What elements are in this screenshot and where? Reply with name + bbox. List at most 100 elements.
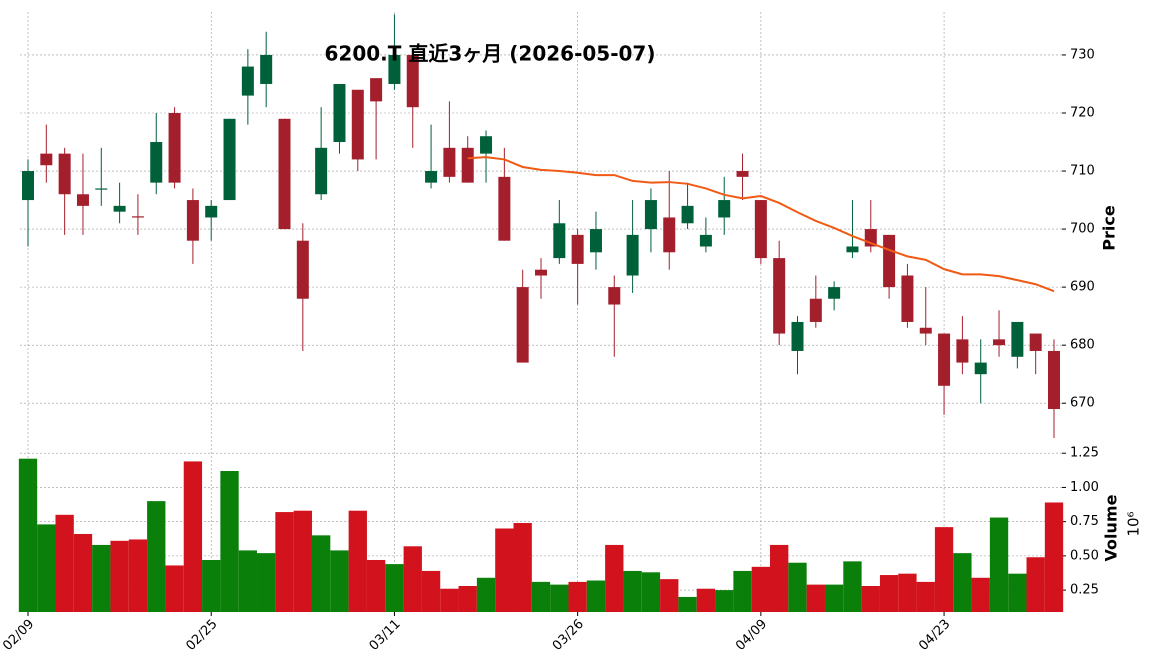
candle-body — [131, 216, 144, 218]
volume-bar — [55, 514, 74, 612]
candle-body — [993, 339, 1006, 346]
y-tick-label: 680 — [1070, 338, 1095, 353]
volume-bar — [73, 533, 93, 612]
candle-body — [1011, 321, 1024, 357]
candle-body — [351, 89, 364, 160]
volume-bar — [311, 535, 331, 612]
volume-bar — [440, 588, 459, 612]
volume-bar — [458, 585, 477, 612]
volume-axis-label: Volume — [1102, 494, 1121, 561]
candle-body — [406, 54, 419, 108]
volume-bar — [37, 524, 56, 612]
candle-body — [205, 205, 218, 218]
volume-y-tick-label: 0.25 — [1070, 583, 1099, 598]
volume-bar — [1044, 502, 1064, 612]
candle-body — [956, 339, 969, 363]
candle-body — [40, 153, 53, 166]
candle-body — [736, 171, 749, 177]
volume-bar — [220, 471, 239, 612]
volume-bar — [531, 581, 551, 612]
candle-body — [846, 246, 859, 253]
y-tick-label: 710 — [1070, 164, 1095, 179]
volume-bar — [605, 544, 624, 612]
candle-body — [608, 287, 621, 305]
moving-average-line — [467, 156, 1055, 293]
volume-bar — [183, 461, 203, 612]
volume-bar — [92, 544, 111, 612]
volume-bar — [513, 523, 532, 612]
candle-body — [938, 333, 951, 386]
candle-body — [168, 112, 181, 183]
candle-body — [919, 327, 932, 334]
candle-body — [150, 142, 163, 183]
x-tick-label: 02/09 — [0, 617, 37, 654]
volume-bar — [403, 546, 422, 612]
volume-bar — [715, 590, 734, 612]
volume-bar — [861, 585, 880, 612]
volume-bar — [916, 581, 935, 612]
candle-body — [480, 136, 493, 154]
volume-bar — [275, 512, 294, 612]
volume-bar — [953, 553, 972, 612]
candle-body — [974, 362, 987, 375]
candle-body — [333, 83, 346, 143]
volume-bar — [385, 564, 404, 612]
candle-body — [113, 205, 126, 212]
candle-body — [589, 229, 602, 253]
volume-bar — [421, 570, 441, 612]
volume-bar — [238, 550, 258, 612]
candle-body — [1048, 350, 1060, 410]
volume-bar — [788, 562, 807, 612]
candle-body — [461, 147, 474, 183]
volume-bar — [568, 581, 587, 612]
x-tick-label: 03/26 — [550, 617, 587, 654]
candle-body — [223, 118, 236, 201]
y-tick-label: 690 — [1070, 280, 1095, 295]
chart-title: 6200.T 直近3ヶ月 (2026-05-07) — [325, 42, 656, 66]
volume-bar — [806, 584, 825, 612]
volume-bar — [348, 510, 367, 612]
volume-bar — [110, 540, 129, 612]
candle-body — [663, 217, 676, 253]
candle-body — [699, 234, 712, 247]
candle-body — [553, 223, 566, 259]
volume-bar — [1026, 557, 1045, 612]
volume-bar — [147, 501, 166, 612]
candle-body — [809, 298, 822, 322]
candle-body — [296, 240, 309, 299]
volume-bar — [751, 566, 771, 612]
candle-body — [315, 147, 328, 195]
y-tick-label: 730 — [1070, 47, 1095, 62]
volume-bar — [678, 596, 697, 612]
candle-body — [260, 54, 273, 84]
candle-body — [883, 234, 896, 288]
candle-body — [388, 54, 401, 84]
volume-bar — [1008, 573, 1027, 612]
candle-body — [425, 171, 438, 183]
y-tick-label: 670 — [1070, 396, 1095, 411]
volume-bar — [366, 559, 386, 612]
candle-body — [754, 200, 767, 259]
volume-bar — [330, 550, 349, 612]
volume-bar — [696, 588, 716, 612]
volume-bar — [586, 580, 606, 612]
candle-body — [370, 78, 383, 102]
volume-bar — [770, 544, 789, 612]
volume-bar — [989, 517, 1009, 612]
x-tick-label: 03/11 — [367, 617, 404, 654]
candle-body — [681, 205, 694, 224]
volume-bar — [476, 577, 496, 612]
volume-bar — [165, 565, 184, 612]
candle-body — [278, 118, 291, 230]
candle-body — [76, 194, 89, 206]
x-tick-label: 02/25 — [183, 617, 220, 654]
volume-y-tick-label: 1.25 — [1070, 446, 1099, 461]
volume-y-tick-label: 1.00 — [1070, 480, 1099, 495]
candle-body — [22, 171, 34, 201]
volume-bar — [733, 570, 752, 612]
candle-body — [443, 147, 456, 177]
candle-body — [644, 200, 657, 230]
volume-bar — [293, 510, 312, 612]
x-tick-label: 04/23 — [916, 617, 953, 654]
